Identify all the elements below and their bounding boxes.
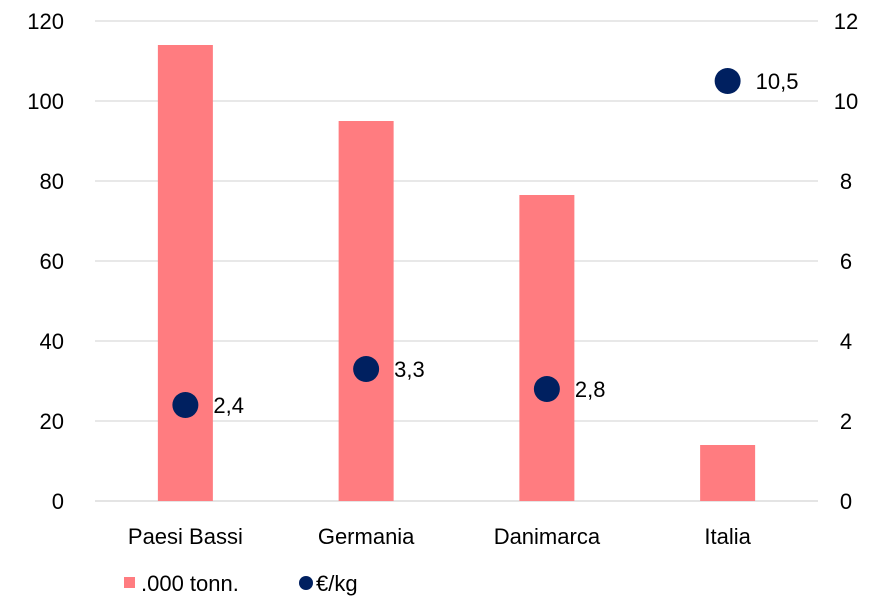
y-left-tick-label: 20 xyxy=(40,409,64,434)
legend-label-bar: .000 tonn. xyxy=(141,571,239,596)
y-right-tick-label: 10 xyxy=(834,89,858,114)
y-axis-left: 0 20 40 60 80 100 120 xyxy=(27,9,64,514)
y-left-tick-label: 60 xyxy=(40,249,64,274)
point xyxy=(714,68,741,94)
point-data-label: 2,4 xyxy=(213,393,244,418)
x-tick-label: Danimarca xyxy=(494,524,601,549)
bar-series xyxy=(157,45,756,501)
point xyxy=(172,392,199,418)
x-tick-label: Germania xyxy=(318,524,415,549)
point-data-label: 2,8 xyxy=(575,377,606,402)
y-right-tick-label: 0 xyxy=(840,489,852,514)
gridlines xyxy=(95,20,818,502)
legend: .000 tonn. €/kg xyxy=(124,571,358,596)
bar xyxy=(157,45,213,501)
y-left-tick-label: 80 xyxy=(40,169,64,194)
y-left-tick-label: 120 xyxy=(27,9,64,34)
bar xyxy=(700,445,756,501)
point xyxy=(353,356,380,382)
point-data-label: 10,5 xyxy=(756,69,799,94)
x-axis: Paesi Bassi Germania Danimarca Italia xyxy=(128,524,752,549)
y-left-tick-label: 0 xyxy=(52,489,64,514)
legend-swatch-point xyxy=(299,576,313,590)
y-right-tick-label: 4 xyxy=(840,329,852,354)
y-right-tick-label: 8 xyxy=(840,169,852,194)
y-right-tick-label: 12 xyxy=(834,9,858,34)
bar xyxy=(519,195,575,501)
x-tick-label: Italia xyxy=(704,524,751,549)
y-left-tick-label: 40 xyxy=(40,329,64,354)
bar xyxy=(338,121,394,501)
legend-label-point: €/kg xyxy=(316,571,358,596)
point-data-label: 3,3 xyxy=(394,357,425,382)
y-axis-right: 0 2 4 6 8 10 12 xyxy=(834,9,858,514)
y-right-tick-label: 6 xyxy=(840,249,852,274)
legend-swatch-bar xyxy=(124,577,135,588)
point-labels: 2,4 3,3 2,8 10,5 xyxy=(213,69,798,418)
x-tick-label: Paesi Bassi xyxy=(128,524,243,549)
point-series xyxy=(172,68,741,418)
point xyxy=(533,376,560,402)
y-left-tick-label: 100 xyxy=(27,89,64,114)
y-right-tick-label: 2 xyxy=(840,409,852,434)
